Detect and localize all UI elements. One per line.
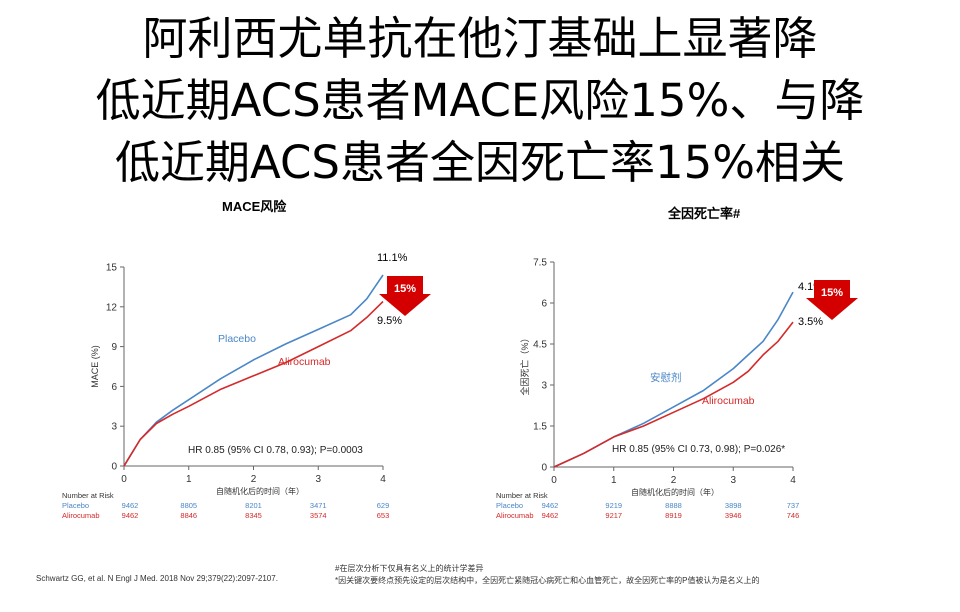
x-tick-label: 2 — [671, 475, 677, 486]
y-axis-label: MACE (%) — [90, 345, 100, 388]
end-value-label-1: 9.5% — [377, 315, 402, 327]
y-tick-label: 7.5 — [533, 258, 547, 269]
y-tick-label: 4.5 — [533, 340, 547, 351]
reduction-arrow — [379, 276, 431, 316]
end-value-label-0: 11.1% — [377, 252, 408, 264]
slide-title: 阿利西尤单抗在他汀基础上显著降 低近期ACS患者MACE风险15%、与降 低近期… — [0, 8, 960, 194]
hr-annotation: HR 0.85 (95% CI 0.78, 0.93); P=0.0003 — [188, 445, 363, 456]
y-tick-label: 9 — [111, 342, 117, 353]
x-axis-label: 自随机化后的时间（年） — [631, 487, 719, 497]
reduction-arrow — [806, 280, 858, 320]
reduction-arrow-label: 15% — [394, 283, 416, 295]
y-tick-label: 0 — [111, 462, 117, 473]
y-tick-label: 0 — [541, 463, 547, 474]
at-risk-value: 9462 — [542, 511, 559, 520]
series-label-1: Alirocumab — [278, 356, 331, 368]
x-axis-label: 自随机化后的时间（年） — [216, 486, 304, 496]
at-risk-value: 9219 — [605, 501, 622, 510]
x-tick-label: 4 — [790, 475, 796, 486]
at-risk-value: 9462 — [122, 501, 139, 510]
at-risk-value: 8805 — [180, 501, 197, 510]
series-line-1 — [123, 300, 384, 467]
citation: Schwartz GG, et al. N Engl J Med. 2018 N… — [36, 574, 278, 583]
x-tick-label: 1 — [611, 475, 617, 486]
footnote-2: *因关键次要终点预先设定的层次结构中，全因死亡紧随冠心病死亡和心血管死亡，故全因… — [335, 576, 760, 585]
at-risk-value: 737 — [787, 501, 800, 510]
x-tick-label: 1 — [186, 474, 192, 485]
at-risk-value: 3946 — [725, 511, 742, 520]
end-value-label-1: 3.5% — [798, 316, 823, 328]
y-tick-label: 1.5 — [533, 422, 547, 433]
at-risk-value: 9462 — [542, 501, 559, 510]
y-tick-label: 6 — [541, 299, 547, 310]
mortality-chart-title: 全因死亡率# — [668, 206, 741, 221]
series-line-0 — [123, 274, 384, 467]
at-risk-header: Number at Risk — [496, 491, 548, 500]
at-risk-row-name: Placebo — [496, 501, 523, 510]
y-tick-label: 3 — [541, 381, 547, 392]
at-risk-value: 746 — [787, 511, 800, 520]
y-tick-label: 6 — [111, 382, 117, 393]
x-tick-label: 2 — [251, 474, 257, 485]
y-tick-label: 3 — [111, 422, 117, 433]
title-line-3: 低近期ACS患者全因死亡率15%相关 — [115, 136, 845, 189]
at-risk-value: 8919 — [665, 511, 682, 520]
at-risk-value: 8846 — [180, 511, 197, 520]
y-tick-label: 15 — [106, 263, 118, 274]
at-risk-value: 3898 — [725, 501, 742, 510]
series-label-0: 安慰剂 — [650, 371, 682, 384]
x-tick-label: 3 — [730, 475, 736, 486]
series-label-1: Alirocumab — [702, 395, 755, 407]
x-tick-label: 4 — [380, 474, 386, 485]
at-risk-value: 9217 — [605, 511, 622, 520]
y-axis-label: 全因死亡（%） — [519, 333, 530, 395]
footnote-1: #在层次分析下仅具有名义上的统计学差异 — [335, 564, 484, 573]
at-risk-value: 3574 — [310, 511, 327, 520]
at-risk-header: Number at Risk — [62, 491, 114, 500]
title-line-2: 低近期ACS患者MACE风险15%、与降 — [95, 74, 865, 127]
x-tick-label: 0 — [121, 474, 127, 485]
at-risk-row-name: Alirocumab — [62, 511, 100, 520]
at-risk-row-name: Placebo — [62, 501, 89, 510]
at-risk-value: 9462 — [122, 511, 139, 520]
at-risk-value: 3471 — [310, 501, 327, 510]
x-tick-label: 3 — [315, 474, 321, 485]
at-risk-value: 629 — [377, 501, 390, 510]
x-tick-label: 0 — [551, 475, 557, 486]
at-risk-value: 653 — [377, 511, 390, 520]
hr-annotation: HR 0.85 (95% CI 0.73, 0.98); P=0.026* — [612, 444, 785, 455]
y-tick-label: 12 — [106, 302, 118, 313]
series-line-1 — [553, 321, 794, 468]
at-risk-value: 8888 — [665, 501, 682, 510]
title-line-1: 阿利西尤单抗在他汀基础上显著降 — [142, 12, 818, 65]
at-risk-value: 8201 — [245, 501, 262, 510]
mace-chart-title: MACE风险 — [222, 199, 287, 214]
reduction-arrow-label: 15% — [821, 287, 843, 299]
at-risk-value: 8345 — [245, 511, 262, 520]
series-label-0: Placebo — [218, 333, 256, 345]
at-risk-row-name: Alirocumab — [496, 511, 534, 520]
